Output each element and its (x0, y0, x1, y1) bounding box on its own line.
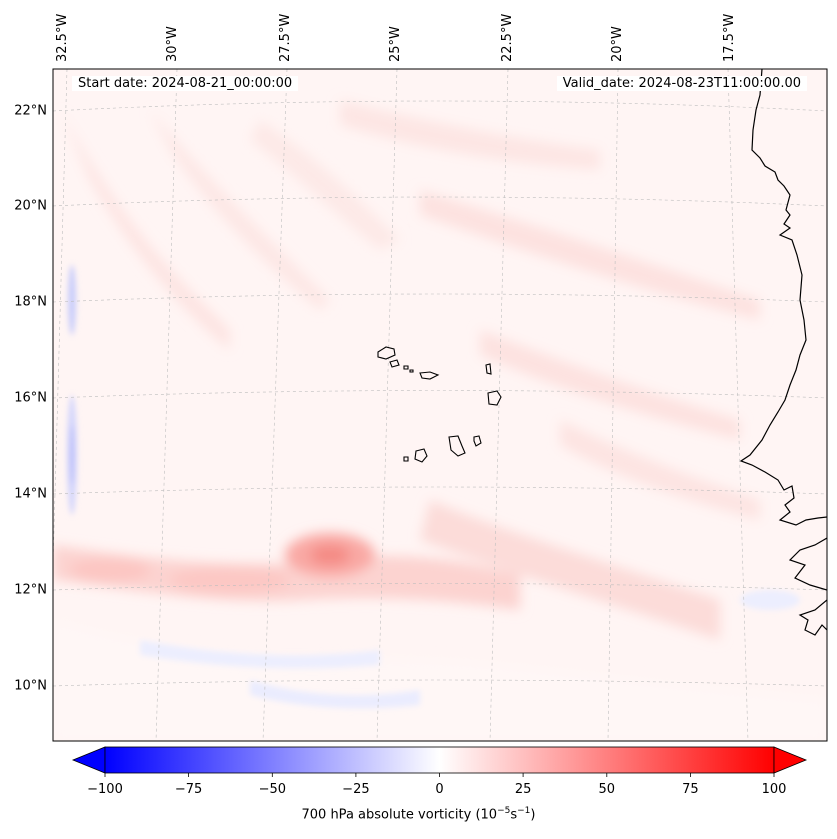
colorbar-tick-label: 75 (682, 782, 699, 797)
lat-label: 14°N (14, 487, 47, 502)
colorbar-tick-label: 0 (435, 782, 443, 797)
colorbar-tick-label: 100 (762, 782, 787, 797)
lat-label: 22°N (14, 104, 47, 119)
colorbar-tick-label: 50 (599, 782, 616, 797)
lat-tick-labels: 22°N 20°N 18°N 16°N 14°N 12°N 10°N (14, 104, 47, 694)
colorbar-title-exp: −5 (497, 806, 511, 816)
colorbar-gradient (104, 746, 775, 774)
lon-label: 30°W (165, 26, 180, 62)
lon-label: 25°W (388, 26, 403, 62)
graticule (53, 69, 827, 741)
colorbar-title-unit: s (510, 807, 518, 823)
colorbar-ticks (104, 773, 775, 777)
colorbar: −100 −75 −50 −25 0 25 50 75 100 (71, 746, 808, 797)
lat-label: 10°N (14, 679, 47, 694)
west-africa-coastline (739, 69, 827, 636)
colorbar-tick-label: 25 (515, 782, 532, 797)
vorticity-background (53, 69, 827, 741)
map-frame (52, 68, 828, 742)
colorbar-tick-label: −50 (259, 782, 286, 797)
lon-label: 27.5°W (278, 14, 293, 62)
lon-label: 20°W (610, 26, 625, 62)
cape-verde-islands (377, 346, 502, 463)
lat-label: 20°N (14, 199, 47, 214)
colorbar-tick-label: −25 (342, 782, 369, 797)
colorbar-tick-labels: −100 −75 −50 −25 0 25 50 75 100 (87, 782, 786, 797)
lat-label: 16°N (14, 391, 47, 406)
lon-label: 17.5°W (722, 14, 737, 62)
lon-label: 22.5°W (500, 14, 515, 62)
colorbar-min-arrow (71, 746, 106, 774)
colorbar-tick-label: −75 (175, 782, 202, 797)
lon-label: 32.5°W (55, 14, 70, 62)
lat-label: 18°N (14, 295, 47, 310)
valid-date-label: Valid_date: 2024-08-23T11:00:00.00 (556, 76, 807, 91)
lon-tick-labels: 32.5°W 30°W 27.5°W 25°W 22.5°W 20°W 17.5… (55, 14, 737, 62)
colorbar-max-arrow (773, 746, 808, 774)
colorbar-title-main: 700 hPa absolute vorticity (10 (301, 807, 498, 823)
vorticity-field (53, 100, 827, 741)
map-panel (53, 69, 827, 741)
colorbar-title: 700 hPa absolute vorticity (10−5s−1) (0, 806, 837, 822)
start-date-label: Start date: 2024-08-21_00:00:00 (72, 76, 299, 91)
colorbar-title-exp: −1 (517, 806, 531, 816)
negative-vorticity-regions (67, 265, 800, 709)
lat-label: 12°N (14, 583, 47, 598)
colorbar-tick-label: −100 (87, 782, 123, 797)
colorbar-title-end: ) (530, 807, 536, 823)
